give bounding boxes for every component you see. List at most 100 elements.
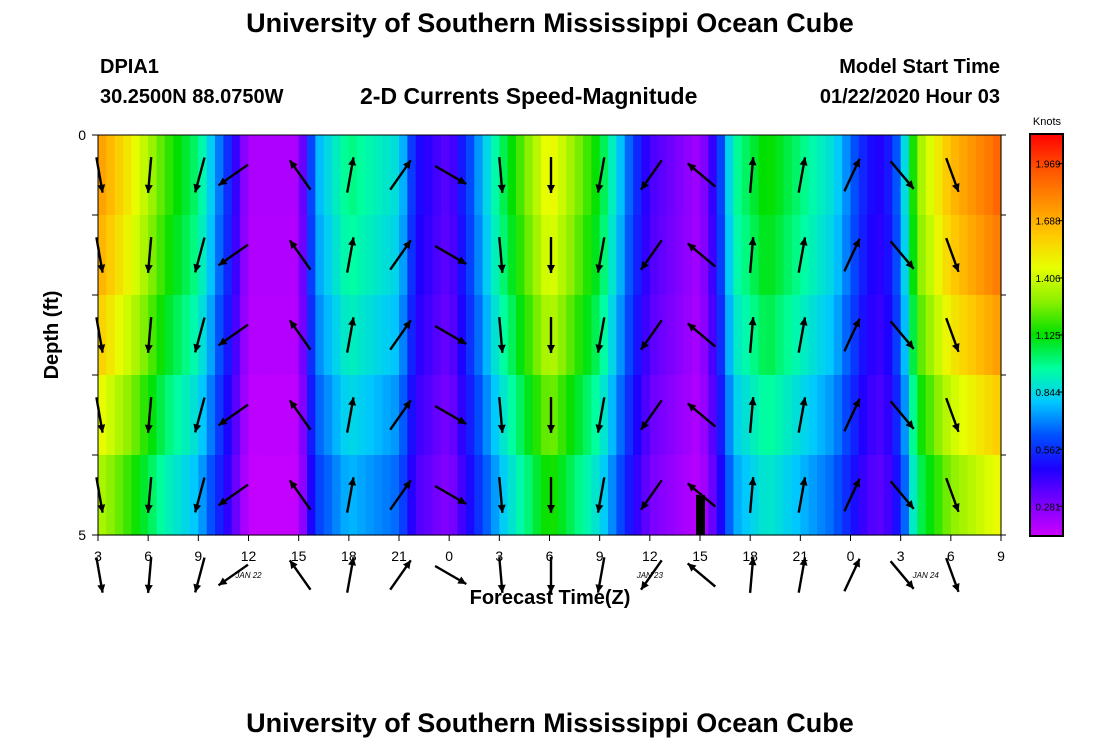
heatmap-cell [733,215,743,296]
heatmap-cell [850,295,860,376]
current-vector-arrow [434,484,467,506]
heatmap-cell [415,135,425,216]
heatmap-cell [875,295,885,376]
heatmap-cell [566,455,576,536]
heatmap-cell [332,135,342,216]
heatmap-cell [173,455,183,536]
heatmap-cell [399,135,408,216]
heatmap-cell [683,135,693,216]
heatmap-cell [148,215,158,296]
heatmap-cell [549,135,559,216]
heatmap-cell [156,295,166,376]
heatmap-cell [323,215,333,296]
current-vector-arrow [595,477,606,513]
heatmap-cell [256,215,266,296]
heatmap-cell [608,215,617,296]
heatmap-cell [98,215,107,296]
heatmap-cell [783,135,793,216]
heatmap-cell [332,215,342,296]
heatmap-cell [482,215,492,296]
heatmap-cell [624,455,634,536]
current-vector-arrow [843,158,861,192]
current-vector-arrow [288,159,312,191]
heatmap-cell [507,135,517,216]
heatmap-cell [198,455,208,536]
heatmap-cell [942,135,952,216]
heatmap-cell [909,135,918,216]
y-tick-label: 5 [78,527,86,543]
heatmap-cell [248,215,258,296]
heatmap-cell [791,215,801,296]
heatmap-cell [909,295,918,376]
current-vector-arrow [144,156,153,194]
heatmap-cell [599,135,609,216]
heatmap-cell [725,375,735,456]
heatmap-cell [992,215,1002,296]
heatmap-cell [465,375,475,456]
heatmap-cell [649,215,659,296]
x-tick-label: 0 [445,548,453,564]
heatmap-cell [549,215,559,296]
heatmap-cell [248,295,258,376]
current-vector-arrow [945,477,960,513]
heatmap-cell [440,135,450,216]
heatmap-cell [307,455,316,536]
station-id: DPIA1 [100,56,159,78]
current-vector-arrow [945,557,960,593]
current-vector-arrow [686,162,717,188]
heatmap-cell [842,295,852,376]
heatmap-cell [315,295,325,376]
heatmap-cell [365,295,375,376]
heatmap-cell [173,295,183,376]
heatmap-cell [164,215,174,296]
heatmap-cell [950,375,960,456]
heatmap-cell [574,135,584,216]
heatmap-cell [139,135,149,216]
heatmap-cell [340,375,350,456]
heatmap-cell [599,455,609,536]
heatmap-cell [875,135,885,216]
heatmap-cell [198,375,208,456]
heatmap-cell [256,295,266,376]
x-tick-label: 12 [642,548,658,564]
heatmap-cell [942,455,952,536]
heatmap-cell [490,455,500,536]
x-tick-label: 18 [341,548,357,564]
heatmap-cell [373,455,383,536]
heatmap-cell [674,215,684,296]
heatmap-cell [532,295,542,376]
heatmap-cell [440,455,450,536]
heatmap-cell [691,375,701,456]
heatmap-cell [98,135,107,216]
y-axis-title: Depth (ft) [41,291,63,380]
heatmap-cell [457,375,467,456]
heatmap-cell [900,455,910,536]
heatmap-cell [842,375,852,456]
heatmap-cell [591,295,601,376]
heatmap-cell [240,135,250,216]
heatmap-cell [490,215,500,296]
heatmap-cell [591,375,601,456]
heatmap-cells [98,135,1002,536]
heatmap-cell [925,215,935,296]
heatmap-cell [658,455,668,536]
heatmap-cell [591,135,601,216]
heatmap-cell [189,135,199,216]
heatmap-cell [198,215,208,296]
heatmap-cell [365,215,375,296]
heatmap-cell [725,215,735,296]
heatmap-cell [716,295,726,376]
heatmap-cell [248,135,258,216]
current-vector-arrow [497,316,506,354]
heatmap-cell [474,135,484,216]
current-vector-arrow [144,556,153,594]
heatmap-cell [131,215,141,296]
heatmap-cell [273,215,283,296]
current-vector-arrow [95,477,106,513]
heatmap-cell [800,455,810,536]
heatmap-cell [482,455,492,536]
heatmap-cell [858,455,868,536]
heatmap-cell [541,135,551,216]
current-vector-arrow [288,479,312,511]
heatmap-cell [616,135,626,216]
